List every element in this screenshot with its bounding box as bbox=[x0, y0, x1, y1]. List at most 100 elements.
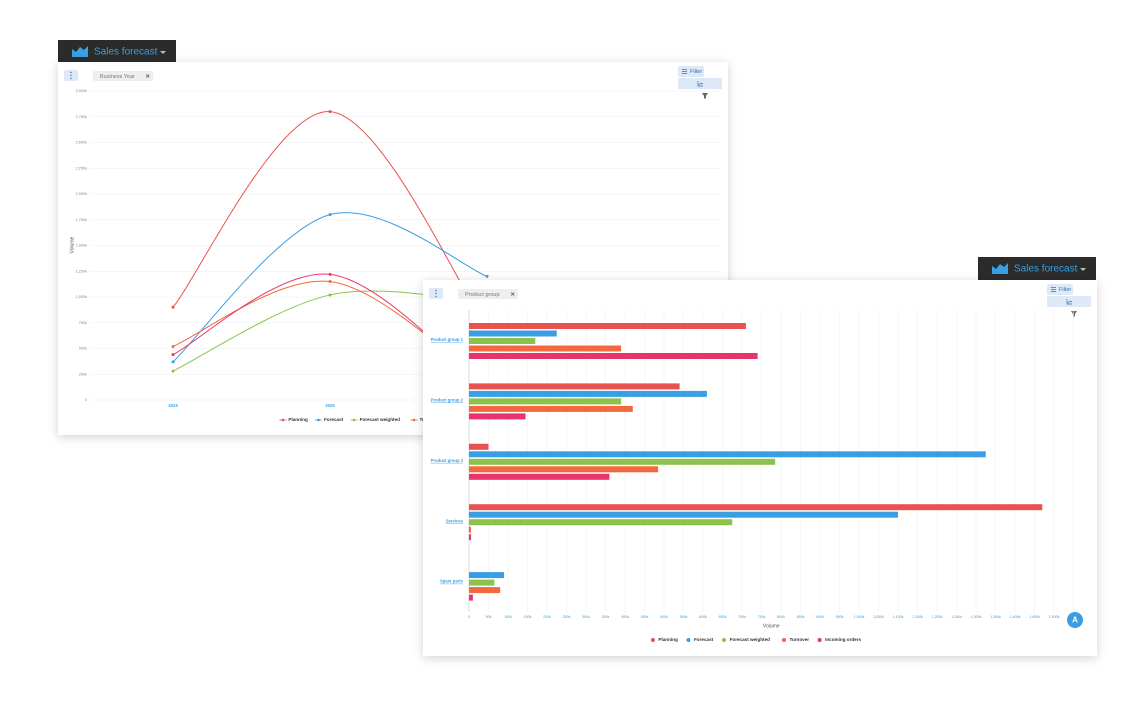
category-label[interactable]: Product group 1 bbox=[431, 337, 464, 342]
x-tick-label: 1,300k bbox=[971, 615, 982, 619]
x-tick-label: 950k bbox=[836, 615, 844, 619]
window-tab[interactable]: Sales forecast bbox=[978, 257, 1096, 280]
filter-chip[interactable]: Business Year bbox=[93, 71, 154, 81]
category-label[interactable]: Product group 2 bbox=[431, 398, 464, 403]
x-tick-label: 200k bbox=[543, 615, 551, 619]
bar bbox=[469, 345, 622, 352]
chip-close bbox=[510, 292, 515, 296]
menu-dot bbox=[435, 295, 437, 298]
bar bbox=[469, 526, 471, 533]
filter-button-bg bbox=[1047, 284, 1073, 295]
legend-item[interactable]: Turnover bbox=[782, 637, 809, 642]
bar bbox=[469, 413, 526, 420]
x-tick-label: 1,400k bbox=[1010, 615, 1021, 619]
y-tick-label: 2,750k bbox=[76, 115, 88, 119]
x-tick-label: 550k bbox=[680, 615, 688, 619]
legend-item[interactable]: Incoming orders bbox=[817, 637, 862, 642]
legend-label: Forecast weighted bbox=[360, 417, 401, 422]
legend-label: Forecast bbox=[324, 417, 344, 422]
menu-button[interactable] bbox=[429, 288, 443, 299]
chart-icon bbox=[72, 46, 88, 57]
chip-bg bbox=[93, 71, 154, 81]
data-point bbox=[328, 110, 332, 114]
tab-background bbox=[978, 257, 1096, 280]
legend-label: Turnover bbox=[790, 637, 810, 642]
legend-marker bbox=[722, 638, 727, 642]
help-badge[interactable]: A bbox=[1067, 612, 1083, 628]
window: Sales forecast Product group Filter 0 50k 100… bbox=[423, 257, 1097, 656]
legend-marker bbox=[317, 418, 320, 422]
bar bbox=[469, 579, 495, 586]
tab-caret bbox=[1080, 268, 1086, 271]
bar bbox=[469, 390, 707, 397]
legend-item[interactable]: Forecast weighted bbox=[722, 637, 770, 642]
data-point bbox=[171, 360, 175, 364]
bar bbox=[469, 587, 501, 594]
y-tick-label: 1,500k bbox=[76, 244, 88, 248]
x-tick-label: 600k bbox=[699, 615, 707, 619]
funnel-icon[interactable] bbox=[1071, 311, 1077, 317]
filter-chip[interactable]: Product group bbox=[458, 289, 519, 299]
x-tick-label: 1,450k bbox=[1029, 615, 1040, 619]
legend-item[interactable]: Planning bbox=[279, 417, 308, 422]
y-tick-label: 3,000k bbox=[76, 89, 88, 93]
x-tick-label: 300k bbox=[582, 615, 590, 619]
x-tick-label: 800k bbox=[777, 615, 785, 619]
legend-item[interactable]: Forecast weighted bbox=[350, 417, 401, 422]
filter-button[interactable]: Filter bbox=[678, 66, 704, 77]
x-tick-label: 500k bbox=[660, 615, 668, 619]
menu-dot bbox=[435, 292, 437, 295]
data-point bbox=[171, 369, 175, 373]
x-tick-label: 1,200k bbox=[932, 615, 943, 619]
x-tick-label: 1,500k bbox=[1049, 615, 1060, 619]
x-tick-label: 1,250k bbox=[951, 615, 962, 619]
view-button-bg bbox=[678, 78, 722, 89]
legend-item[interactable]: Forecast bbox=[315, 417, 344, 422]
bar bbox=[469, 572, 505, 579]
tab-caret bbox=[160, 51, 166, 54]
x-tick-label: 350k bbox=[602, 615, 610, 619]
bar bbox=[469, 534, 471, 541]
category-label[interactable]: Product group 3 bbox=[431, 458, 464, 463]
bar bbox=[469, 458, 776, 465]
legend-marker bbox=[281, 418, 285, 422]
legend-marker bbox=[686, 638, 691, 642]
y-tick-label: 750k bbox=[79, 321, 87, 325]
view-button[interactable] bbox=[1047, 296, 1091, 307]
tab-background bbox=[58, 40, 176, 63]
view-button[interactable] bbox=[678, 78, 722, 89]
x-tick-label: 1,150k bbox=[912, 615, 923, 619]
x-tick-label: 700k bbox=[738, 615, 746, 619]
legend-label: Planning bbox=[288, 417, 308, 422]
x-tick-label: 250k bbox=[563, 615, 571, 619]
legend-item[interactable]: Forecast bbox=[686, 637, 714, 642]
menu-dot bbox=[70, 77, 72, 80]
x-tick-label: 1,100k bbox=[893, 615, 904, 619]
window: Sales forecast Business Year Filter 0 250k 50… bbox=[58, 40, 728, 435]
funnel-icon[interactable] bbox=[702, 93, 708, 99]
data-point bbox=[171, 344, 175, 348]
x-tick-label: 900k bbox=[816, 615, 824, 619]
category-label[interactable]: Services bbox=[446, 518, 464, 523]
filter-button[interactable]: Filter bbox=[1047, 284, 1073, 295]
bar bbox=[469, 504, 1043, 511]
filter-icon bbox=[682, 69, 687, 74]
bar bbox=[469, 330, 557, 337]
legend-marker bbox=[650, 638, 655, 642]
bar bbox=[469, 473, 610, 480]
menu-button[interactable] bbox=[64, 70, 78, 81]
legend-marker bbox=[352, 418, 356, 422]
legend-item[interactable]: Planning bbox=[650, 637, 678, 642]
legend-marker bbox=[412, 418, 416, 422]
category-label[interactable]: Spare parts bbox=[440, 579, 464, 584]
badge-label: A bbox=[1072, 616, 1078, 625]
bar bbox=[469, 511, 898, 518]
x-tick-label: 2025 bbox=[325, 403, 335, 408]
window-tab[interactable]: Sales forecast bbox=[58, 40, 176, 63]
menu-dot bbox=[435, 289, 437, 292]
legend-label: Forecast bbox=[694, 637, 714, 642]
filter-label: Filter bbox=[1059, 287, 1071, 293]
bar bbox=[469, 323, 746, 329]
view-button-bg bbox=[1047, 296, 1091, 307]
